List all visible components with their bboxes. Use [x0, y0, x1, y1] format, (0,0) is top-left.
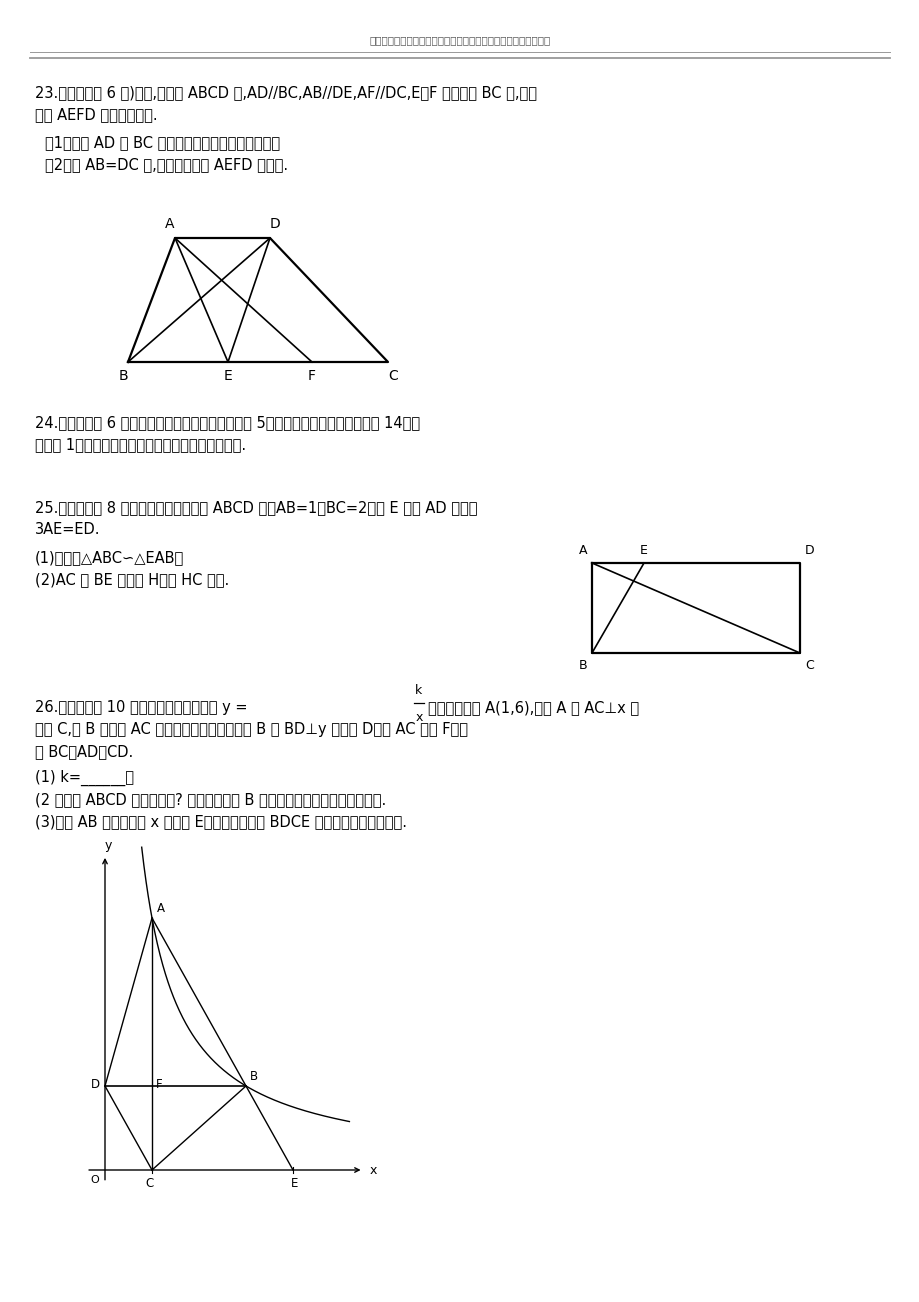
Text: A: A — [578, 544, 586, 557]
Text: A: A — [165, 217, 175, 230]
Text: D: D — [269, 217, 280, 230]
Text: C: C — [388, 368, 397, 383]
Text: 23.（本题满分 6 分)如图,在梯形 ABCD 中,AD//BC,AB//DE,AF//DC,E、F 两点在边 BC 上,且四: 23.（本题满分 6 分)如图,在梯形 ABCD 中,AD//BC,AB//DE… — [35, 85, 537, 100]
Text: 26.（本题满分 10 分）如图，反比例函数 y =: 26.（本题满分 10 分）如图，反比例函数 y = — [35, 700, 247, 715]
Text: 3AE=ED.: 3AE=ED. — [35, 522, 100, 536]
Text: A: A — [157, 902, 165, 915]
Text: 边形 AEFD 是平行四边形.: 边形 AEFD 是平行四边形. — [35, 107, 157, 122]
Text: C: C — [146, 1177, 154, 1190]
Text: E: E — [640, 544, 647, 557]
Text: (1) k=______；: (1) k=______； — [35, 769, 134, 786]
Text: k: k — [414, 684, 422, 697]
Text: (2 四边形 ABCD 能否为菱形? 若可以，求出 B 点的坐标，若不可以，说明理由.: (2 四边形 ABCD 能否为菱形? 若可以，求出 B 点的坐标，若不可以，说明… — [35, 792, 386, 807]
Text: 母减去 1，所得分数正好是原分数的倒数，求原分数.: 母减去 1，所得分数正好是原分数的倒数，求原分数. — [35, 437, 246, 452]
Text: (1)求证：△ABC∽△EAB；: (1)求证：△ABC∽△EAB； — [35, 549, 184, 565]
Text: 于点 C,点 B 在直线 AC 右侧的函数图像上，过点 B 作 BD⊥y 轴于点 D，交 AC 于点 F，连: 于点 C,点 B 在直线 AC 右侧的函数图像上，过点 B 作 BD⊥y 轴于点… — [35, 723, 468, 737]
Text: 24.（本题满分 6 分）一个分数的分母比它的分子大 5，如果将这个分数的分子加上 14，分: 24.（本题满分 6 分）一个分数的分母比它的分子大 5，如果将这个分数的分子加… — [35, 415, 420, 430]
Text: y: y — [104, 838, 111, 852]
Text: 的图像经过点 A(1,6),过点 A 作 AC⊥x 轴: 的图像经过点 A(1,6),过点 A 作 AC⊥x 轴 — [427, 700, 639, 715]
Text: O: O — [90, 1174, 99, 1185]
Text: 接 BC、AD、CD.: 接 BC、AD、CD. — [35, 743, 133, 759]
Text: 25.（本题满分 8 分）如图，已知在矩形 ABCD 中，AB=1，BC=2，点 E 在边 AD 上，且: 25.（本题满分 8 分）如图，已知在矩形 ABCD 中，AB=1，BC=2，点… — [35, 500, 477, 516]
Text: (2)AC 与 BE 交于点 H，求 HC 的长.: (2)AC 与 BE 交于点 H，求 HC 的长. — [35, 572, 229, 587]
Text: F: F — [156, 1078, 163, 1091]
Text: D: D — [804, 544, 813, 557]
Text: C: C — [804, 659, 813, 672]
Text: x: x — [369, 1164, 377, 1177]
Text: 最新学习考试资料试卷件及海量高中、初中教学课尽在金锄头文库: 最新学习考试资料试卷件及海量高中、初中教学课尽在金锄头文库 — [369, 35, 550, 46]
Text: (3)连接 AB 并延长，交 x 轴于点 E，试判断四边形 BDCE 的形状，并证明你结论.: (3)连接 AB 并延长，交 x 轴于点 E，试判断四边形 BDCE 的形状，并… — [35, 814, 406, 829]
Text: B: B — [250, 1070, 258, 1083]
Text: B: B — [578, 659, 586, 672]
Text: B: B — [118, 368, 128, 383]
Text: F: F — [308, 368, 315, 383]
Text: E: E — [223, 368, 233, 383]
Text: E: E — [291, 1177, 299, 1190]
Text: D: D — [91, 1078, 100, 1091]
Text: x: x — [414, 711, 422, 724]
Text: （1）判断 AD 与 BC 有什么数量关系？并说明理由；: （1）判断 AD 与 BC 有什么数量关系？并说明理由； — [45, 135, 279, 150]
Text: （2）当 AB=DC 时,求证：四边形 AEFD 是矩形.: （2）当 AB=DC 时,求证：四边形 AEFD 是矩形. — [45, 158, 288, 172]
